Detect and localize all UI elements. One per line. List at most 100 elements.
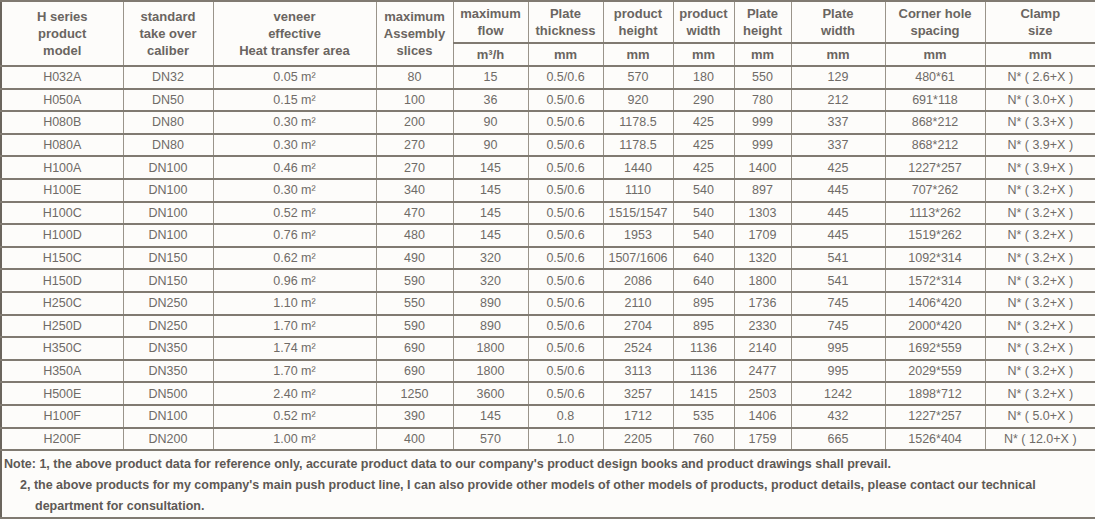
col-unit-9: mm <box>791 43 885 66</box>
table-cell-H100A-0: H100A <box>1 156 123 179</box>
table-row: H100FDN1000.52 m²3901450.817125351406432… <box>1 405 1095 428</box>
table-cell-H080B-0: H080B <box>1 111 123 134</box>
table-cell-H500E-8: 2503 <box>734 382 791 405</box>
table-cell-H250D-11: N* ( 3.2+X ) <box>985 315 1095 338</box>
table-cell-H100C-9: 445 <box>791 202 885 225</box>
table-cell-H350A-7: 1136 <box>673 360 734 383</box>
table-cell-H100D-3: 480 <box>376 224 453 247</box>
table-cell-H100C-0: H100C <box>1 202 123 225</box>
note-line-2: 2, the above products for my company's m… <box>4 475 1095 496</box>
table-cell-H350A-11: N* ( 3.2+X ) <box>985 360 1095 383</box>
table-row: H350ADN3501.70 m²69018000.5/0.6311311362… <box>1 360 1095 383</box>
table-row: H032ADN320.05 m²80150.5/0.65701805501294… <box>1 66 1095 89</box>
table-cell-H250C-5: 0.5/0.6 <box>528 292 603 315</box>
table-cell-H100E-0: H100E <box>1 179 123 202</box>
table-cell-H350C-0: H350C <box>1 337 123 360</box>
table-cell-H500E-4: 3600 <box>453 382 528 405</box>
table-cell-H100F-3: 390 <box>376 405 453 428</box>
col-header-1: standardtake overcaliber <box>123 1 213 66</box>
table-cell-H150D-8: 1800 <box>734 269 791 292</box>
table-row: H100EDN1000.30 m²3401450.5/0.61110540897… <box>1 179 1095 202</box>
table-cell-H250D-1: DN250 <box>123 315 213 338</box>
table-cell-H150C-8: 1320 <box>734 247 791 270</box>
table-cell-H250C-10: 1406*420 <box>885 292 985 315</box>
table-cell-H080A-2: 0.30 m² <box>213 134 376 157</box>
table-footer: Note: 1, the above product data for refe… <box>1 450 1095 518</box>
table-cell-H100F-6: 1712 <box>603 405 673 428</box>
table-cell-H080A-5: 0.5/0.6 <box>528 134 603 157</box>
table-cell-H200F-2: 1.00 m² <box>213 428 376 451</box>
table-cell-H150D-2: 0.96 m² <box>213 269 376 292</box>
table-cell-H250C-6: 2110 <box>603 292 673 315</box>
table-cell-H100E-9: 445 <box>791 179 885 202</box>
table-cell-H250D-8: 2330 <box>734 315 791 338</box>
table-cell-H050A-5: 0.5/0.6 <box>528 89 603 112</box>
table-cell-H200F-6: 2205 <box>603 428 673 451</box>
table-cell-H100F-4: 145 <box>453 405 528 428</box>
table-cell-H050A-4: 36 <box>453 89 528 112</box>
table-cell-H350C-2: 1.74 m² <box>213 337 376 360</box>
col-header-11: Clampsize <box>985 1 1095 43</box>
table-cell-H080A-7: 425 <box>673 134 734 157</box>
table-cell-H350A-2: 1.70 m² <box>213 360 376 383</box>
table-cell-H350A-10: 2029*559 <box>885 360 985 383</box>
table-cell-H100F-8: 1406 <box>734 405 791 428</box>
table-cell-H250C-3: 550 <box>376 292 453 315</box>
table-cell-H350C-1: DN350 <box>123 337 213 360</box>
table-cell-H100A-1: DN100 <box>123 156 213 179</box>
table-cell-H100D-5: 0.5/0.6 <box>528 224 603 247</box>
table-header: H seriesproductmodelstandardtake overcal… <box>1 1 1095 66</box>
table-row: H080BDN800.30 m²200900.5/0.61178.5425999… <box>1 111 1095 134</box>
table-cell-H100C-4: 145 <box>453 202 528 225</box>
table-cell-H100D-10: 1519*262 <box>885 224 985 247</box>
table-cell-H150D-9: 541 <box>791 269 885 292</box>
table-cell-H080A-0: H080A <box>1 134 123 157</box>
table-cell-H100A-10: 1227*257 <box>885 156 985 179</box>
table-cell-H250D-4: 890 <box>453 315 528 338</box>
table-cell-H500E-5: 0.5/0.6 <box>528 382 603 405</box>
table-cell-H250C-2: 1.10 m² <box>213 292 376 315</box>
table-cell-H100C-11: N* ( 3.2+X ) <box>985 202 1095 225</box>
table-row: H050ADN500.15 m²100360.5/0.6920290780212… <box>1 89 1095 112</box>
table-cell-H200F-9: 665 <box>791 428 885 451</box>
table-row: H500EDN5002.40 m²125036000.5/0.632571415… <box>1 382 1095 405</box>
table-cell-H250C-4: 890 <box>453 292 528 315</box>
col-unit-4: m³/h <box>453 43 528 66</box>
table-cell-H100C-10: 1113*262 <box>885 202 985 225</box>
table-cell-H250D-10: 2000*420 <box>885 315 985 338</box>
h-series-product-table: H seriesproductmodelstandardtake overcal… <box>0 0 1095 519</box>
table-cell-H500E-3: 1250 <box>376 382 453 405</box>
table-cell-H500E-7: 1415 <box>673 382 734 405</box>
table-cell-H100E-4: 145 <box>453 179 528 202</box>
table-cell-H100F-11: N* ( 5.0+X ) <box>985 405 1095 428</box>
table-cell-H100A-4: 145 <box>453 156 528 179</box>
table-cell-H150C-1: DN150 <box>123 247 213 270</box>
table-cell-H500E-10: 1898*712 <box>885 382 985 405</box>
header-row-main: H seriesproductmodelstandardtake overcal… <box>1 1 1095 43</box>
table-cell-H100D-0: H100D <box>1 224 123 247</box>
note-line-1: Note: 1, the above product data for refe… <box>4 454 1095 475</box>
table-cell-H050A-10: 691*118 <box>885 89 985 112</box>
table-cell-H080A-1: DN80 <box>123 134 213 157</box>
table-cell-H500E-11: N* ( 3.2+X ) <box>985 382 1095 405</box>
table-cell-H250C-8: 1736 <box>734 292 791 315</box>
table-cell-H100E-3: 340 <box>376 179 453 202</box>
table-cell-H350A-8: 2477 <box>734 360 791 383</box>
table-cell-H080A-10: 868*212 <box>885 134 985 157</box>
table-cell-H100E-2: 0.30 m² <box>213 179 376 202</box>
table-cell-H100F-5: 0.8 <box>528 405 603 428</box>
table-cell-H150C-0: H150C <box>1 247 123 270</box>
table-cell-H350A-6: 3113 <box>603 360 673 383</box>
table-cell-H100F-10: 1227*257 <box>885 405 985 428</box>
table-cell-H080B-7: 425 <box>673 111 734 134</box>
table-cell-H080B-4: 90 <box>453 111 528 134</box>
table-cell-H050A-2: 0.15 m² <box>213 89 376 112</box>
table-cell-H100E-10: 707*262 <box>885 179 985 202</box>
table-cell-H100E-11: N* ( 3.2+X ) <box>985 179 1095 202</box>
table-cell-H032A-7: 180 <box>673 66 734 89</box>
table-cell-H032A-11: N* ( 2.6+X ) <box>985 66 1095 89</box>
table-row: H080ADN800.30 m²270900.5/0.61178.5425999… <box>1 134 1095 157</box>
table-cell-H050A-3: 100 <box>376 89 453 112</box>
table-cell-H500E-2: 2.40 m² <box>213 382 376 405</box>
table-cell-H032A-8: 550 <box>734 66 791 89</box>
